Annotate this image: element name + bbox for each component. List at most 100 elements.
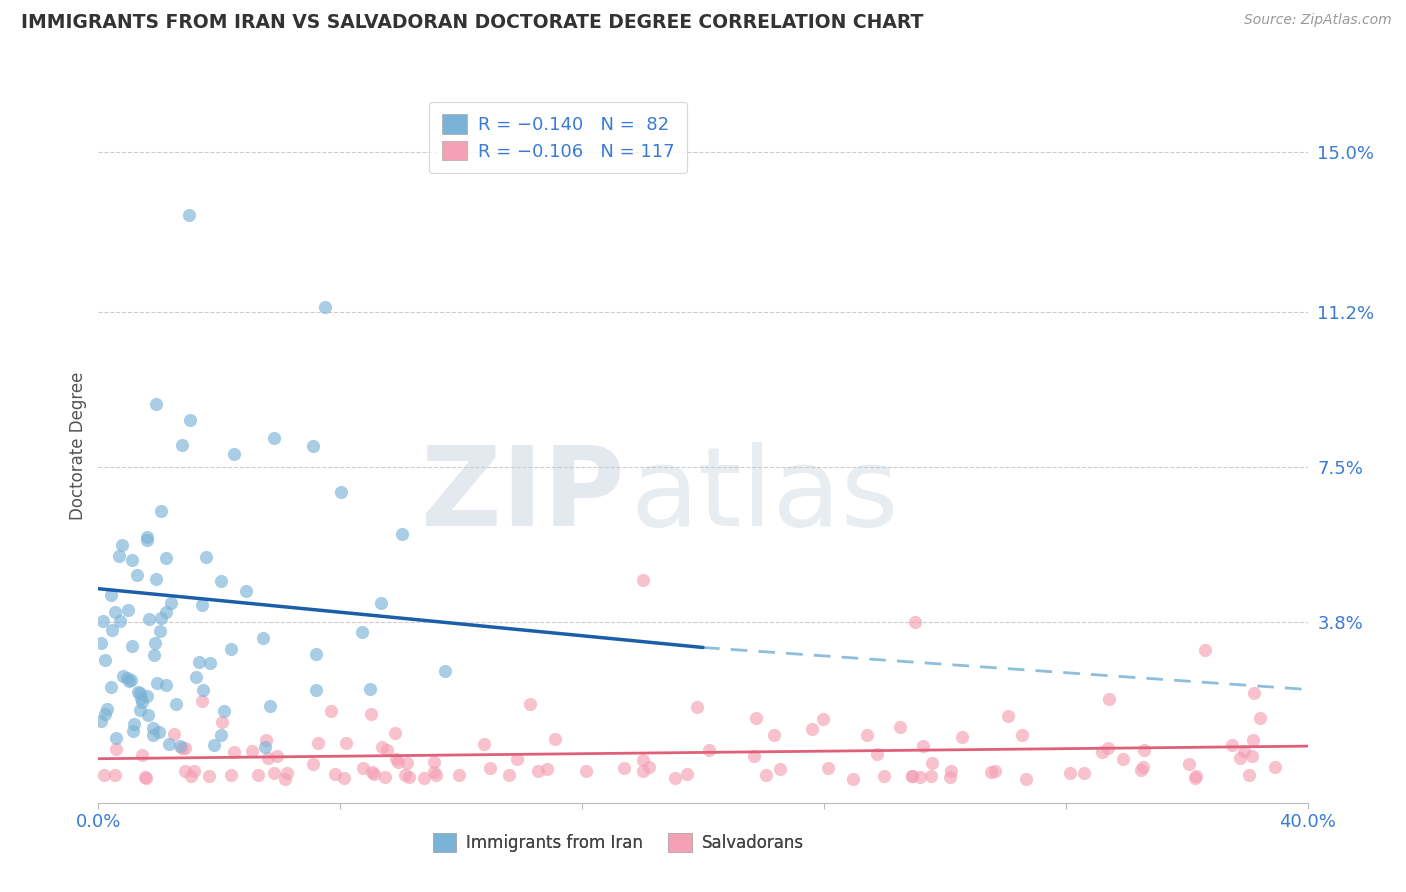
Point [363,767,385,781]
Point [165,697,187,711]
Point [276,766,298,780]
Point [142,721,165,735]
Point [150,611,173,625]
Point [800,722,823,736]
Point [498,768,520,782]
Point [333,771,356,785]
Point [360,764,382,779]
Point [148,724,170,739]
Point [146,675,169,690]
Point [211,714,233,729]
Point [170,438,193,452]
Point [142,728,165,742]
Point [664,772,686,786]
Point [939,764,962,779]
Point [138,612,160,626]
Point [131,748,153,763]
Point [536,762,558,776]
Point [1249,711,1271,725]
Point [1233,744,1256,758]
Point [274,772,297,787]
Point [866,747,889,761]
Point [433,664,456,678]
Point [187,655,209,669]
Point [209,574,232,589]
Point [686,699,709,714]
Point [157,737,180,751]
Point [423,765,446,780]
Point [93,653,115,667]
Point [136,689,159,703]
Point [122,716,145,731]
Point [155,550,177,565]
Point [631,574,654,588]
Point [506,752,529,766]
Point [1091,745,1114,759]
Point [118,674,141,689]
Point [889,719,911,733]
Point [163,727,186,741]
Point [742,748,765,763]
Point [121,639,143,653]
Point [1073,766,1095,780]
Text: atlas: atlas [630,442,898,549]
Point [305,647,328,661]
Point [637,760,659,774]
Point [855,728,877,742]
Point [108,549,131,564]
Point [391,526,413,541]
Point [256,732,278,747]
Point [1237,768,1260,782]
Point [350,625,373,640]
Point [904,615,927,630]
Point [755,768,778,782]
Point [100,623,122,637]
Point [121,552,143,566]
Point [413,771,436,785]
Point [224,447,246,461]
Point [769,763,792,777]
Text: Source: ZipAtlas.com: Source: ZipAtlas.com [1244,13,1392,28]
Point [1111,752,1133,766]
Point [266,748,288,763]
Point [136,530,159,544]
Point [149,624,172,639]
Point [901,769,924,783]
Point [1059,766,1081,780]
Point [330,485,353,500]
Point [159,596,181,610]
Point [257,751,280,765]
Point [1240,748,1263,763]
Point [1015,772,1038,787]
Point [873,769,896,783]
Point [984,764,1007,779]
Point [314,301,336,315]
Point [1241,733,1264,747]
Point [811,712,834,726]
Point [817,761,839,775]
Point [398,770,420,784]
Point [631,764,654,778]
Point [100,588,122,602]
Point [191,694,214,708]
Point [1243,686,1265,700]
Point [352,761,374,775]
Point [94,707,117,722]
Point [699,743,721,757]
Point [335,736,357,750]
Point [371,739,394,754]
Point [100,680,122,694]
Point [307,736,329,750]
Point [195,549,218,564]
Point [575,764,598,778]
Point [174,741,197,756]
Point [908,770,931,784]
Point [252,631,274,645]
Point [145,397,167,411]
Point [1098,692,1121,706]
Point [179,208,201,222]
Point [184,669,207,683]
Point [360,707,382,722]
Point [950,730,973,744]
Point [150,504,173,518]
